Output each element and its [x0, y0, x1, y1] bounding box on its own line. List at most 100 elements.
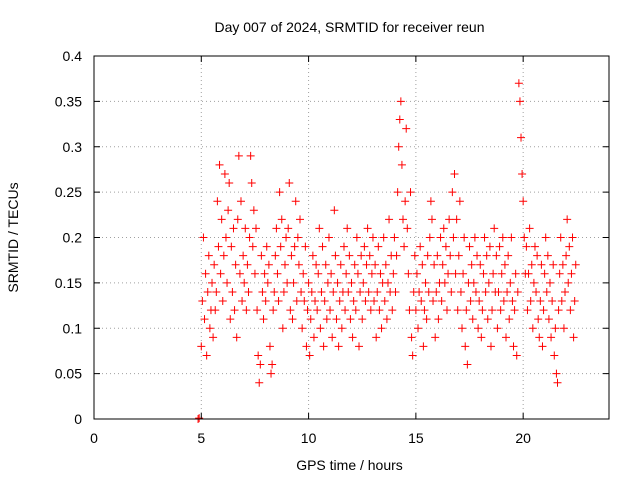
data-point-marker	[244, 287, 253, 296]
data-point-marker	[215, 160, 224, 169]
data-point-marker	[318, 242, 327, 251]
data-point-marker	[307, 287, 316, 296]
data-point-marker	[568, 233, 577, 242]
data-point-marker	[217, 215, 226, 224]
data-point-marker	[274, 297, 283, 306]
data-point-marker	[297, 287, 306, 296]
data-point-marker	[535, 333, 544, 342]
data-point-marker	[329, 287, 338, 296]
data-point-marker	[522, 242, 531, 251]
data-point-marker	[326, 306, 335, 315]
data-point-marker	[484, 278, 493, 287]
data-point-marker	[353, 269, 362, 278]
x-tick-label: 5	[197, 430, 205, 446]
data-point-marker	[285, 179, 294, 188]
data-point-marker	[481, 287, 490, 296]
data-point-marker	[308, 251, 317, 260]
data-point-marker	[518, 169, 527, 178]
data-point-marker	[330, 206, 339, 215]
data-point-marker	[322, 315, 331, 324]
data-point-marker	[381, 260, 390, 269]
data-point-marker	[476, 260, 485, 269]
data-point-marker	[214, 242, 223, 251]
data-point-marker	[530, 242, 539, 251]
data-point-marker	[357, 251, 366, 260]
data-point-marker	[346, 315, 355, 324]
data-point-marker	[401, 197, 410, 206]
data-point-marker	[529, 278, 538, 287]
data-point-marker	[421, 278, 430, 287]
data-point-marker	[253, 306, 262, 315]
data-point-marker	[490, 224, 499, 233]
data-point-marker	[311, 297, 320, 306]
data-point-marker	[241, 224, 250, 233]
data-point-marker	[361, 297, 370, 306]
data-point-marker	[298, 324, 307, 333]
data-point-marker	[440, 278, 449, 287]
data-point-marker	[388, 306, 397, 315]
data-point-marker	[470, 233, 479, 242]
data-point-marker	[458, 324, 467, 333]
data-point-marker	[431, 333, 440, 342]
data-point-marker	[494, 287, 503, 296]
data-point-marker	[512, 351, 521, 360]
data-point-marker	[532, 287, 541, 296]
data-point-marker	[337, 324, 346, 333]
data-point-marker	[260, 269, 269, 278]
data-point-marker	[424, 287, 433, 296]
data-point-marker	[334, 342, 343, 351]
data-point-marker	[250, 269, 259, 278]
data-point-marker	[306, 315, 315, 324]
data-point-marker	[406, 188, 415, 197]
data-point-marker	[218, 297, 227, 306]
data-point-marker	[236, 197, 245, 206]
data-point-marker	[462, 306, 471, 315]
data-point-marker	[332, 315, 341, 324]
data-point-marker	[506, 278, 515, 287]
data-point-marker	[523, 306, 532, 315]
data-point-marker	[466, 297, 475, 306]
data-point-marker	[336, 260, 345, 269]
data-point-marker	[533, 251, 542, 260]
data-point-marker	[471, 287, 480, 296]
data-point-marker	[309, 333, 318, 342]
data-point-marker	[430, 260, 439, 269]
data-point-marker	[423, 251, 432, 260]
data-point-marker	[365, 251, 374, 260]
data-point-marker	[479, 269, 488, 278]
data-point-marker	[544, 315, 553, 324]
data-point-marker	[450, 169, 459, 178]
data-point-marker	[399, 215, 407, 224]
data-point-marker	[408, 351, 417, 360]
data-point-marker	[455, 197, 464, 206]
plot-frame	[93, 55, 610, 420]
y-tick-label: 0.25	[55, 184, 82, 200]
data-point-marker	[208, 278, 217, 287]
data-point-marker	[327, 269, 336, 278]
data-point-marker	[509, 342, 518, 351]
data-point-marker	[528, 324, 537, 333]
data-point-marker	[359, 278, 368, 287]
data-point-marker	[496, 306, 505, 315]
data-point-marker	[224, 206, 233, 215]
data-point-marker	[385, 215, 394, 224]
data-point-marker	[417, 297, 426, 306]
x-axis-label: GPS time / hours	[296, 457, 403, 473]
data-point-marker	[539, 306, 548, 315]
y-tick-label: 0.05	[55, 366, 82, 382]
data-point-marker	[371, 260, 380, 269]
data-point-marker	[407, 333, 416, 342]
data-point-marker	[240, 278, 249, 287]
data-point-marker	[246, 151, 255, 160]
data-point-marker	[499, 297, 508, 306]
data-point-marker	[515, 97, 524, 106]
data-point-marker	[319, 342, 328, 351]
data-point-marker	[542, 287, 551, 296]
data-point-marker	[225, 179, 234, 188]
data-point-marker	[502, 333, 510, 342]
data-point-marker	[419, 342, 428, 351]
data-point-marker	[545, 278, 554, 287]
data-point-marker	[563, 215, 572, 224]
data-point-marker	[508, 297, 517, 306]
data-point-marker	[525, 224, 534, 233]
